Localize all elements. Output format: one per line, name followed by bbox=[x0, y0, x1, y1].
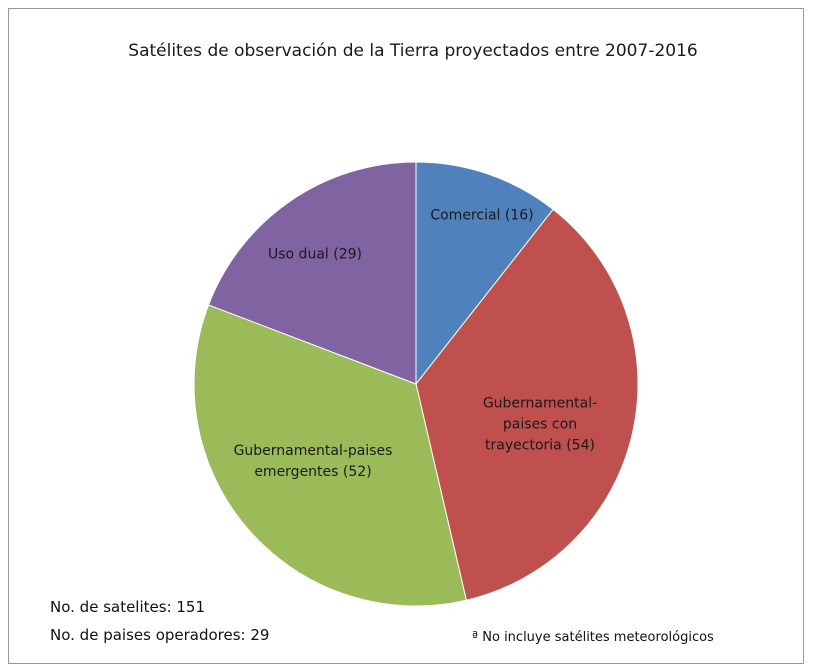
value-label: (16) bbox=[504, 207, 534, 224]
chart-title: Satélites de observación de la Tierra pr… bbox=[128, 41, 698, 61]
value-label: (52) bbox=[342, 464, 372, 480]
pie-slice bbox=[415, 208, 639, 601]
slice-label: Uso dual (29) bbox=[245, 245, 385, 266]
pie-slice bbox=[415, 161, 554, 386]
pie-slice bbox=[193, 304, 467, 607]
category-label: Comercial bbox=[430, 207, 501, 224]
pie-slice bbox=[207, 161, 417, 385]
value-label: (54) bbox=[566, 437, 595, 454]
category-label: Gubernamental-paises con trayectoria bbox=[482, 395, 598, 454]
value-label: (29) bbox=[333, 246, 362, 263]
slice-label: Gubernamental-paises con trayectoria (54… bbox=[465, 394, 615, 457]
category-label: Uso dual bbox=[268, 246, 329, 263]
category-label: Gubernamental-paises emergentes bbox=[233, 443, 393, 480]
chart-border bbox=[8, 8, 804, 664]
slice-label: Comercial (16) bbox=[427, 206, 537, 227]
slice-label: Gubernamental-paises emergentes (52) bbox=[233, 441, 393, 483]
annotation: ª No incluye satélites meteorológicos bbox=[472, 630, 714, 645]
annotation: No. de satelites: 151 bbox=[50, 598, 206, 616]
annotation: No. de paises operadores: 29 bbox=[50, 626, 270, 644]
